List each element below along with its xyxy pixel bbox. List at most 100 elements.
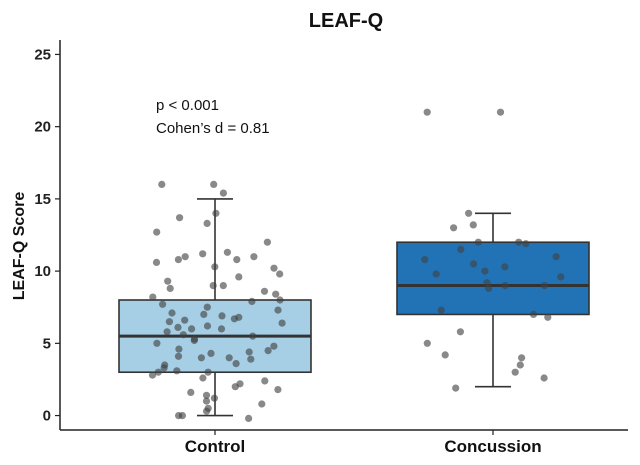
y-tick-label: 25 bbox=[34, 46, 51, 63]
concussion-data-point bbox=[511, 368, 519, 376]
control-data-point bbox=[159, 300, 167, 308]
control-data-point bbox=[219, 189, 227, 197]
control-data-point bbox=[207, 349, 215, 357]
concussion-data-point bbox=[481, 267, 489, 275]
control-data-point bbox=[181, 253, 189, 261]
x-tick-label: Control bbox=[185, 437, 245, 456]
control-data-point bbox=[153, 228, 161, 236]
concussion-data-point bbox=[540, 282, 549, 290]
control-data-point bbox=[160, 364, 168, 372]
control-data-point bbox=[174, 256, 182, 264]
y-axis-label: LEAF-Q Score bbox=[11, 192, 28, 301]
concussion-data-point bbox=[501, 282, 509, 290]
concussion-data-point bbox=[529, 310, 538, 318]
control-data-point bbox=[202, 397, 211, 405]
concussion-data-point bbox=[518, 354, 526, 362]
control-data-point bbox=[245, 348, 253, 356]
control-data-point bbox=[249, 332, 257, 340]
concussion-data-point bbox=[452, 384, 460, 392]
control-data-point bbox=[245, 414, 253, 422]
concussion-data-point bbox=[470, 260, 478, 268]
control-data-point bbox=[278, 319, 286, 327]
control-data-point bbox=[199, 250, 207, 258]
concussion-data-point bbox=[485, 284, 493, 292]
p-value-annotation: p < 0.001 bbox=[156, 97, 219, 114]
control-data-point bbox=[248, 297, 256, 305]
control-data-point bbox=[225, 354, 233, 362]
control-data-point bbox=[276, 270, 284, 278]
concussion-data-point bbox=[516, 361, 524, 369]
concussion-data-point bbox=[540, 374, 548, 382]
concussion-data-point bbox=[432, 270, 440, 278]
control-data-point bbox=[263, 238, 271, 246]
control-data-point bbox=[264, 347, 272, 355]
control-data-point bbox=[187, 388, 195, 396]
control-data-point bbox=[149, 293, 157, 301]
control-data-point bbox=[210, 180, 218, 188]
control-data-point bbox=[173, 367, 181, 375]
control-data-point bbox=[223, 248, 231, 256]
control-data-point bbox=[148, 371, 157, 379]
control-data-point bbox=[154, 368, 162, 376]
y-tick-label: 0 bbox=[43, 408, 51, 425]
concussion-data-point bbox=[483, 279, 491, 287]
control-data-point bbox=[231, 383, 239, 391]
control-data-point bbox=[203, 303, 211, 311]
control-data-point bbox=[188, 325, 196, 333]
control-data-point bbox=[232, 360, 240, 368]
control-data-point bbox=[261, 377, 269, 385]
control-data-point bbox=[204, 368, 212, 376]
control-data-point bbox=[235, 273, 243, 281]
control-data-point bbox=[179, 331, 187, 339]
control-data-point bbox=[258, 400, 266, 408]
control-data-point bbox=[250, 253, 258, 261]
concussion-data-point bbox=[465, 209, 473, 217]
effect-size-annotation: Cohen’s d = 0.81 bbox=[156, 120, 270, 137]
control-data-point bbox=[197, 354, 205, 362]
concussion-data-point bbox=[457, 245, 465, 253]
control-data-point bbox=[274, 386, 282, 394]
control-data-point bbox=[166, 284, 174, 292]
concussion-data-point bbox=[421, 256, 429, 264]
concussion-data-point bbox=[423, 339, 431, 347]
control-data-point bbox=[233, 256, 241, 264]
x-tick-label: Concussion bbox=[444, 437, 541, 456]
control-data-point bbox=[164, 277, 172, 285]
concussion-data-point bbox=[474, 238, 482, 246]
control-data-point bbox=[168, 309, 176, 317]
control-data-point bbox=[230, 315, 238, 323]
concussion-data-point bbox=[423, 108, 431, 116]
chart-title: LEAF-Q bbox=[309, 10, 383, 32]
concussion-data-point bbox=[522, 240, 530, 248]
control-data-point bbox=[210, 394, 218, 402]
concussion-data-point bbox=[544, 313, 552, 321]
concussion-data-point bbox=[450, 224, 458, 232]
control-data-point bbox=[218, 312, 226, 320]
control-data-point bbox=[181, 316, 189, 324]
control-data-point bbox=[247, 355, 255, 363]
control-data-point bbox=[152, 258, 161, 266]
control-data-point bbox=[176, 214, 184, 222]
control-data-point bbox=[199, 374, 207, 382]
control-data-point bbox=[217, 325, 226, 333]
control-data-point bbox=[163, 328, 171, 336]
control-data-point bbox=[165, 318, 173, 326]
control-data-point bbox=[203, 322, 212, 330]
control-data-point bbox=[200, 310, 208, 318]
control-data-point bbox=[270, 264, 278, 272]
control-data-point bbox=[202, 391, 211, 399]
control-data-point bbox=[190, 336, 198, 344]
concussion-data-point bbox=[515, 238, 523, 246]
concussion-data-point bbox=[441, 351, 449, 359]
control-data-point bbox=[260, 287, 269, 295]
control-data-point bbox=[174, 352, 183, 360]
concussion-data-point bbox=[496, 108, 505, 116]
control-data-point bbox=[175, 412, 183, 420]
control-data-point bbox=[158, 180, 166, 188]
control-data-point bbox=[274, 306, 282, 314]
control-data-point bbox=[212, 209, 220, 217]
concussion-data-point bbox=[456, 328, 464, 336]
concussion-data-point bbox=[501, 263, 509, 271]
control-data-point bbox=[270, 342, 278, 350]
y-tick-label: 20 bbox=[34, 119, 51, 136]
